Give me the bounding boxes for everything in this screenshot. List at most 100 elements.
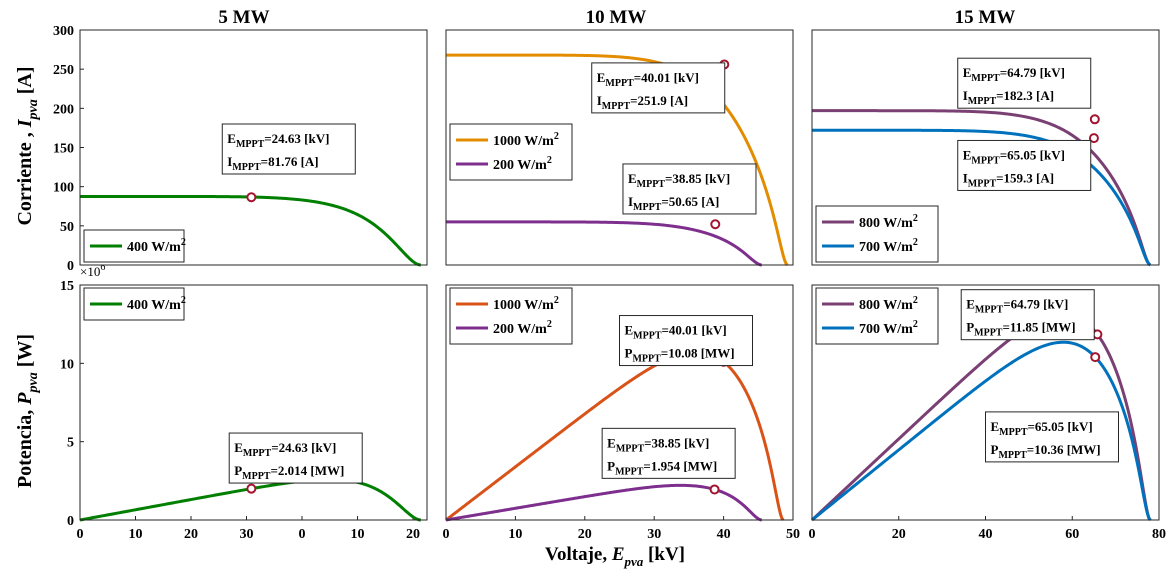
legend-box [449, 123, 573, 181]
power-exponent-label: ×106 [80, 262, 105, 279]
annotation-line-1: EMPPT=40.01 [kV] [597, 70, 699, 89]
panel-current-5mw: 0 50 100 150 200 250 300 400 W/m2 EMPPT=24.63 [k… [53, 24, 428, 274]
y-tick-label: 5 [67, 436, 74, 451]
x-tick-label: 0 [809, 527, 816, 542]
legend-label-0: 800 W/m2 [859, 213, 918, 231]
y-tick-label: 0 [67, 259, 74, 274]
mpp-marker-1 [1090, 352, 1101, 363]
y-tick-label: 250 [53, 63, 74, 78]
x-tick-label: 30 [240, 527, 254, 542]
legend-label-0: 400 W/m2 [127, 295, 186, 313]
annotation-line-1: EMPPT=64.79 [kV] [966, 297, 1068, 316]
mpp-marker-0 [246, 483, 257, 494]
annotation-1: EMPPT=65.05 [kV] IMPPT=159.3 [A] [957, 139, 1092, 191]
axes-box [811, 284, 1160, 521]
y-tick-label: 15 [60, 279, 74, 294]
annotation-line-2: IMPPT=182.3 [A] [963, 88, 1054, 107]
axes-box [445, 284, 794, 521]
annotation-1: EMPPT=65.05 [kV] PMPPT=10.36 [MW] [985, 411, 1119, 463]
y-tick-label: 150 [53, 142, 74, 157]
annotation-box [957, 139, 1092, 191]
legend: 800 W/m2 700 W/m2 [815, 205, 939, 263]
x-tick-label: 10 [129, 527, 143, 542]
legend-box [815, 287, 939, 345]
mpp-marker-1 [710, 219, 721, 230]
axes-box [79, 29, 428, 266]
legend-label-0: 1000 W/m2 [493, 131, 559, 149]
annotation-line-1: EMPPT=65.05 [kV] [991, 419, 1093, 438]
legend-box [449, 287, 573, 345]
x-tick-label: 0 [77, 527, 84, 542]
axes-box [811, 29, 1160, 266]
legend-label-0: 1000 W/m2 [493, 295, 559, 313]
annotation-line-2: PMPPT=10.08 [MW] [625, 346, 735, 365]
annotation-box [622, 163, 757, 215]
annotation-line-2: PMPPT=1.954 [MW] [607, 458, 717, 477]
legend-label-1: 700 W/m2 [859, 237, 918, 255]
annotation-line-2: PMPPT=10.36 [MW] [991, 442, 1101, 461]
panel-power-10mw: 0 10 20 30 40 50 1000 W/m2 200 W/m2 EMPPT=40.01 … [443, 284, 800, 542]
annotation-line-1: EMPPT=24.63 [kV] [234, 440, 336, 459]
annotation-line-2: PMPPT=11.85 [MW] [966, 320, 1075, 339]
annotation-line-1: EMPPT=24.63 [kV] [227, 131, 329, 150]
y-tick-label: 300 [53, 24, 74, 39]
annotation-line-2: PMPPT=2.014 [MW] [234, 463, 344, 482]
x-tick-label: 20 [406, 527, 420, 542]
panel-power-5mw: 0 5 10 15 0 10 20 30 0 10 20 400 W/m2 EMPPT=24.63 [k… [60, 279, 428, 542]
legend: 800 W/m2 700 W/m2 [815, 287, 939, 345]
annotation-0: EMPPT=40.01 [kV] PMPPT=10.08 [MW] [619, 315, 753, 367]
column-title-5mw: 5 MW [218, 7, 269, 28]
series-line-1 [445, 483, 762, 522]
annotation-line-1: EMPPT=65.05 [kV] [963, 147, 1065, 166]
mpp-marker-1 [709, 484, 720, 495]
y-axis-label-power: Potencia, Ppva [W] [14, 334, 41, 488]
column-title-15mw: 15 MW [955, 7, 1016, 28]
legend-label-1: 200 W/m2 [493, 319, 552, 337]
y-tick-label: 100 [53, 181, 74, 196]
y-tick-label: 10 [60, 357, 74, 372]
x-tick-label: 60 [1065, 527, 1079, 542]
panel-current-10mw: 1000 W/m2 200 W/m2 EMPPT=40.01 [kV] IMPPT=2… [445, 29, 794, 267]
axes-box [445, 29, 794, 266]
y-tick-label: 200 [53, 102, 74, 117]
annotation-0: EMPPT=64.79 [kV] IMPPT=182.3 [A] [957, 57, 1092, 109]
x-tick-label: 0 [443, 527, 450, 542]
annotation-line-1: EMPPT=38.85 [kV] [628, 171, 730, 190]
series-line-1 [445, 220, 762, 267]
annotation-box [221, 123, 356, 175]
annotation-box [957, 57, 1092, 109]
column-title-10mw: 10 MW [586, 7, 647, 28]
mpp-marker-0 [1089, 114, 1100, 125]
mpp-marker-1 [1088, 133, 1099, 144]
x-tick-label: 10 [351, 527, 365, 542]
annotation-line-1: EMPPT=40.01 [kV] [625, 323, 727, 342]
annotation-line-2: IMPPT=159.3 [A] [963, 170, 1054, 189]
annotation-box [619, 315, 753, 367]
mpp-marker-0 [246, 192, 257, 203]
legend-label-0: 800 W/m2 [859, 295, 918, 313]
annotation-line-2: IMPPT=50.65 [A] [628, 194, 719, 213]
series-line-1 [811, 128, 1152, 267]
legend: 1000 W/m2 200 W/m2 [449, 287, 573, 345]
panel-power-15mw: 0 20 40 60 80 800 W/m2 700 W/m2 EMPPT=64.79 [kV… [809, 284, 1166, 542]
annotation-0: EMPPT=64.79 [kV] PMPPT=11.85 [MW] [960, 289, 1095, 341]
axes-box [79, 284, 428, 521]
annotation-0: EMPPT=24.63 [kV] PMPPT=2.014 [MW] [228, 432, 363, 484]
legend-label-1: 700 W/m2 [859, 319, 918, 337]
annotation-1: EMPPT=38.85 [kV] PMPPT=1.954 [MW] [601, 427, 736, 479]
annotation-box [228, 432, 363, 484]
panel-current-15mw: 800 W/m2 700 W/m2 EMPPT=64.79 [kV] IMPPT=18… [811, 29, 1160, 267]
x-tick-label: 20 [578, 527, 592, 542]
legend-label-0: 400 W/m2 [127, 237, 186, 255]
annotation-box [985, 411, 1119, 463]
legend-label-1: 200 W/m2 [493, 155, 552, 173]
x-tick-label: 40 [717, 527, 731, 542]
x-axis-label: Voltaje, Epva [kV] [545, 544, 685, 569]
series-line-0 [811, 109, 1152, 267]
legend-box [815, 205, 939, 263]
annotation-box [591, 62, 726, 114]
annotation-line-2: IMPPT=81.76 [A] [227, 154, 318, 173]
legend: 400 W/m2 [83, 229, 186, 263]
